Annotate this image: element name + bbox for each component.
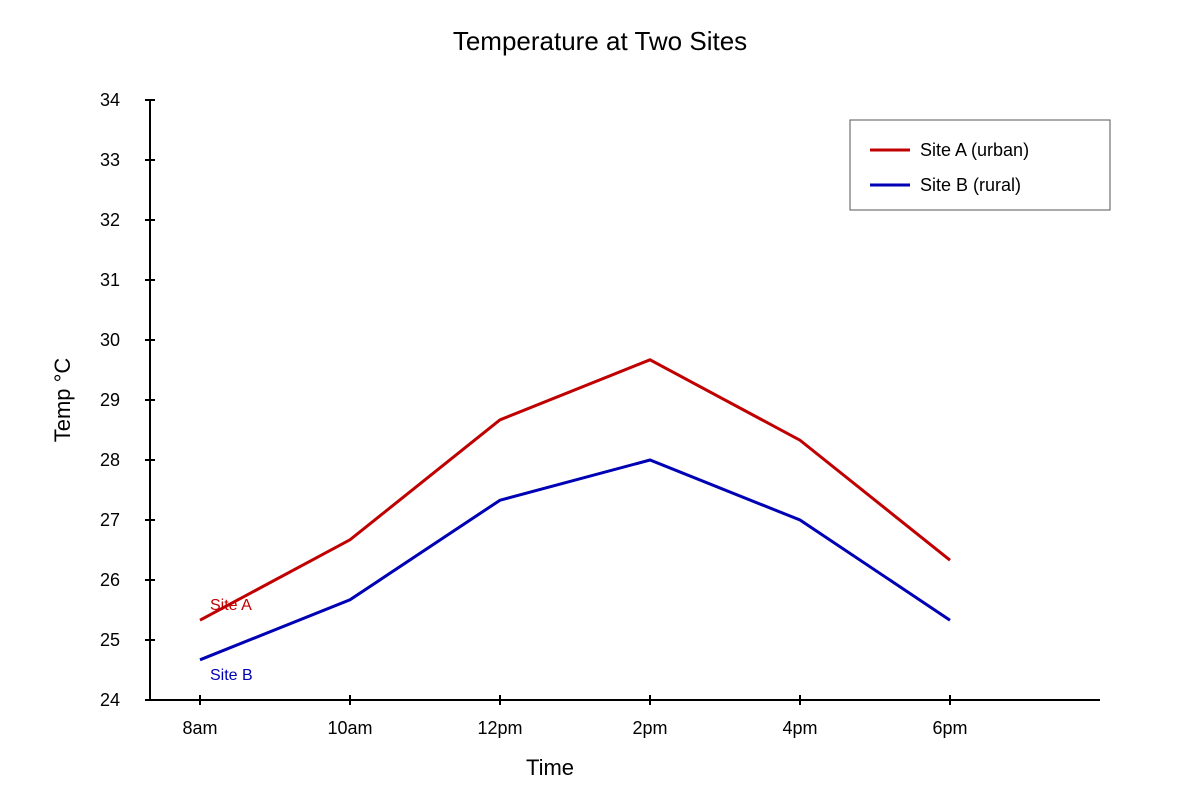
x-axis-label: Time xyxy=(526,755,574,780)
chart-title: Temperature at Two Sites xyxy=(453,26,747,56)
x-tick-label: 4pm xyxy=(782,718,817,738)
y-tick-label: 30 xyxy=(100,330,120,350)
legend-items: Site A (urban) Site B (rural) xyxy=(870,140,1029,195)
y-tick-label: 33 xyxy=(100,150,120,170)
x-tick-label: 12pm xyxy=(477,718,522,738)
series-lines xyxy=(199,358,951,662)
y-axis-label: Temp °C xyxy=(50,358,75,443)
y-tick-label: 24 xyxy=(100,690,120,710)
y-tick-label: 34 xyxy=(100,90,120,110)
y-tick-label: 27 xyxy=(100,510,120,530)
y-tick-label: 32 xyxy=(100,210,120,230)
series-inline-label: Site A xyxy=(210,597,252,614)
x-tick-label: 6pm xyxy=(932,718,967,738)
series-inline-label: Site B xyxy=(210,667,253,684)
y-tick-label: 26 xyxy=(100,570,120,590)
legend-entry-label: Site A (urban) xyxy=(920,140,1029,160)
y-tick-label: 25 xyxy=(100,630,120,650)
legend: Site A (urban) Site B (rural) xyxy=(849,119,1111,211)
series-line-site-a xyxy=(199,358,951,622)
legend-entry-label: Site B (rural) xyxy=(920,175,1021,195)
legend-box xyxy=(849,119,1111,211)
x-ticks: 8am 10am 12pm 2pm 4pm 6pm xyxy=(182,695,968,738)
series-labels: Site A Site B xyxy=(210,597,253,684)
x-tick-label: 2pm xyxy=(632,718,667,738)
series-line-site-b xyxy=(199,458,951,662)
x-tick-label: 8am xyxy=(182,718,217,738)
y-ticks: 24 25 26 27 28 29 30 31 32 33 34 xyxy=(100,90,155,710)
x-tick-label: 10am xyxy=(327,718,372,738)
y-tick-label: 31 xyxy=(100,270,120,290)
y-tick-label: 28 xyxy=(100,450,120,470)
y-tick-label: 29 xyxy=(100,390,120,410)
